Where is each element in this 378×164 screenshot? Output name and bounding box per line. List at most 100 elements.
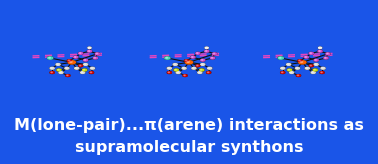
Circle shape <box>208 67 212 69</box>
Circle shape <box>57 69 61 71</box>
Circle shape <box>282 72 283 73</box>
Circle shape <box>206 47 207 48</box>
Circle shape <box>81 72 85 73</box>
Circle shape <box>299 60 300 61</box>
Circle shape <box>324 57 328 59</box>
Circle shape <box>82 69 87 71</box>
Circle shape <box>90 72 93 73</box>
Circle shape <box>96 53 98 54</box>
Circle shape <box>321 67 325 69</box>
Circle shape <box>68 61 76 64</box>
Circle shape <box>290 72 294 73</box>
Circle shape <box>312 72 313 73</box>
Circle shape <box>201 59 205 61</box>
Circle shape <box>298 60 302 62</box>
Circle shape <box>311 72 315 73</box>
Circle shape <box>167 72 171 73</box>
Circle shape <box>310 65 311 66</box>
Circle shape <box>299 61 306 64</box>
Circle shape <box>79 65 83 67</box>
Circle shape <box>319 47 322 49</box>
Circle shape <box>309 52 313 54</box>
Circle shape <box>67 60 71 62</box>
Circle shape <box>207 72 211 73</box>
Circle shape <box>90 72 91 73</box>
Circle shape <box>48 57 53 59</box>
Circle shape <box>185 61 193 64</box>
Circle shape <box>290 72 292 73</box>
Circle shape <box>288 69 292 71</box>
Circle shape <box>212 53 217 55</box>
Circle shape <box>299 61 306 64</box>
Circle shape <box>318 50 322 52</box>
Circle shape <box>56 64 60 65</box>
Circle shape <box>313 69 317 71</box>
Circle shape <box>196 65 200 67</box>
Circle shape <box>87 50 92 52</box>
Circle shape <box>200 69 204 71</box>
Circle shape <box>174 69 178 71</box>
Circle shape <box>314 59 318 61</box>
Text: M(lone-pair)...π(arene) interactions as: M(lone-pair)...π(arene) interactions as <box>14 118 364 133</box>
Circle shape <box>201 59 205 61</box>
Circle shape <box>281 67 285 69</box>
Circle shape <box>81 72 85 73</box>
Circle shape <box>90 67 94 69</box>
Circle shape <box>304 56 308 58</box>
Circle shape <box>56 63 60 65</box>
Circle shape <box>173 63 177 65</box>
Circle shape <box>66 75 70 76</box>
Circle shape <box>79 52 83 54</box>
Circle shape <box>65 67 69 69</box>
Circle shape <box>295 67 300 69</box>
Circle shape <box>304 56 308 58</box>
Circle shape <box>280 67 285 69</box>
Circle shape <box>287 64 291 65</box>
Circle shape <box>192 67 196 69</box>
Circle shape <box>183 75 187 76</box>
Circle shape <box>318 50 322 52</box>
Circle shape <box>88 47 90 48</box>
Circle shape <box>196 52 200 54</box>
Circle shape <box>93 57 98 59</box>
Circle shape <box>80 65 81 66</box>
Circle shape <box>309 52 313 54</box>
Circle shape <box>319 47 320 48</box>
Circle shape <box>89 72 94 73</box>
Circle shape <box>201 64 205 65</box>
Circle shape <box>201 63 205 65</box>
Circle shape <box>320 72 324 73</box>
Circle shape <box>79 52 83 54</box>
Circle shape <box>297 75 299 76</box>
Circle shape <box>176 72 180 73</box>
Text: supramolecular synthons: supramolecular synthons <box>75 140 303 155</box>
Circle shape <box>198 72 200 73</box>
Circle shape <box>314 63 318 65</box>
Circle shape <box>321 67 325 69</box>
Circle shape <box>59 72 63 73</box>
Circle shape <box>324 57 328 59</box>
Circle shape <box>74 56 78 58</box>
Circle shape <box>164 57 170 59</box>
Circle shape <box>186 61 192 64</box>
Circle shape <box>182 67 186 69</box>
Circle shape <box>191 56 195 58</box>
Circle shape <box>204 50 209 52</box>
Circle shape <box>314 64 318 65</box>
Circle shape <box>296 75 301 76</box>
Circle shape <box>167 72 172 73</box>
Circle shape <box>60 72 61 73</box>
Circle shape <box>84 63 88 65</box>
Circle shape <box>287 63 291 65</box>
Circle shape <box>66 75 70 76</box>
Circle shape <box>196 65 200 67</box>
Circle shape <box>50 72 54 73</box>
Circle shape <box>290 72 294 73</box>
Circle shape <box>79 65 82 67</box>
Circle shape <box>84 59 88 61</box>
Circle shape <box>311 72 315 73</box>
Circle shape <box>314 59 318 61</box>
Circle shape <box>305 67 310 69</box>
Circle shape <box>205 47 208 49</box>
Circle shape <box>186 60 187 61</box>
